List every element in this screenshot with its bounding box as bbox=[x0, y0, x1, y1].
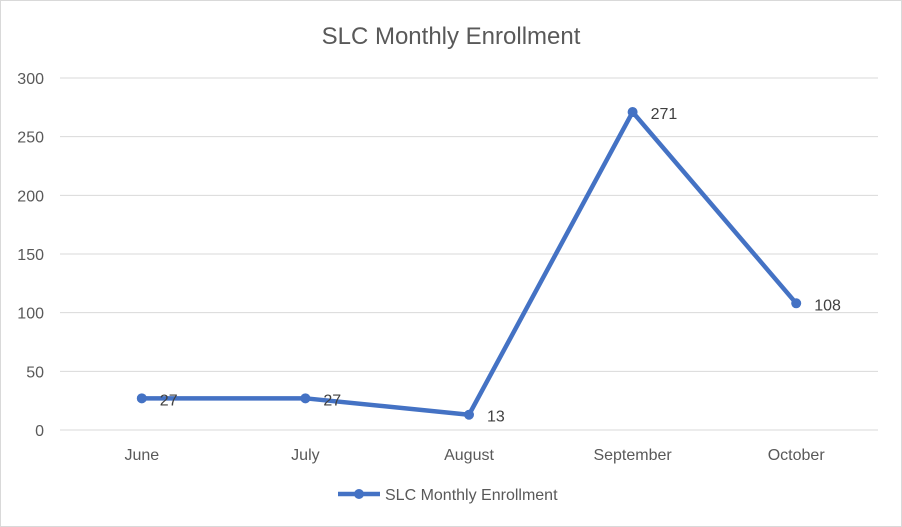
x-axis-tick-labels: June July August September October bbox=[124, 447, 825, 464]
y-axis-tick-labels: 0 50 100 150 200 250 300 bbox=[17, 71, 44, 440]
y-tick-label-0: 0 bbox=[35, 423, 44, 440]
legend: SLC Monthly Enrollment bbox=[338, 487, 558, 504]
y-tick-label-200: 200 bbox=[17, 188, 44, 205]
series-line-group bbox=[136, 107, 802, 420]
legend-marker-swatch bbox=[354, 489, 364, 499]
y-tick-label-50: 50 bbox=[26, 364, 44, 381]
y-tick-label-100: 100 bbox=[17, 306, 44, 323]
x-tick-label-june: June bbox=[124, 447, 159, 464]
x-tick-label-september: September bbox=[593, 447, 672, 464]
data-label-june: 27 bbox=[160, 392, 178, 409]
y-tick-label-150: 150 bbox=[17, 247, 44, 264]
data-point-august bbox=[464, 409, 474, 420]
x-tick-label-july: July bbox=[291, 447, 319, 464]
y-tick-label-250: 250 bbox=[17, 130, 44, 147]
x-tick-label-october: October bbox=[768, 447, 826, 464]
data-point-june bbox=[136, 393, 147, 404]
data-label-october: 108 bbox=[814, 297, 841, 314]
data-point-october bbox=[791, 298, 802, 309]
chart-title: SLC Monthly Enrollment bbox=[322, 23, 581, 50]
data-label-august: 13 bbox=[487, 409, 505, 426]
series-line bbox=[139, 109, 799, 417]
y-tick-label-300: 300 bbox=[17, 71, 44, 88]
data-label-september: 271 bbox=[651, 106, 678, 123]
data-point-july bbox=[300, 393, 311, 404]
data-label-july: 27 bbox=[323, 392, 341, 409]
data-labels: 27 27 13 271 108 bbox=[160, 106, 841, 426]
gridlines bbox=[60, 77, 878, 431]
x-tick-label-august: August bbox=[444, 447, 494, 464]
legend-label: SLC Monthly Enrollment bbox=[385, 487, 558, 504]
data-point-september bbox=[627, 107, 638, 118]
